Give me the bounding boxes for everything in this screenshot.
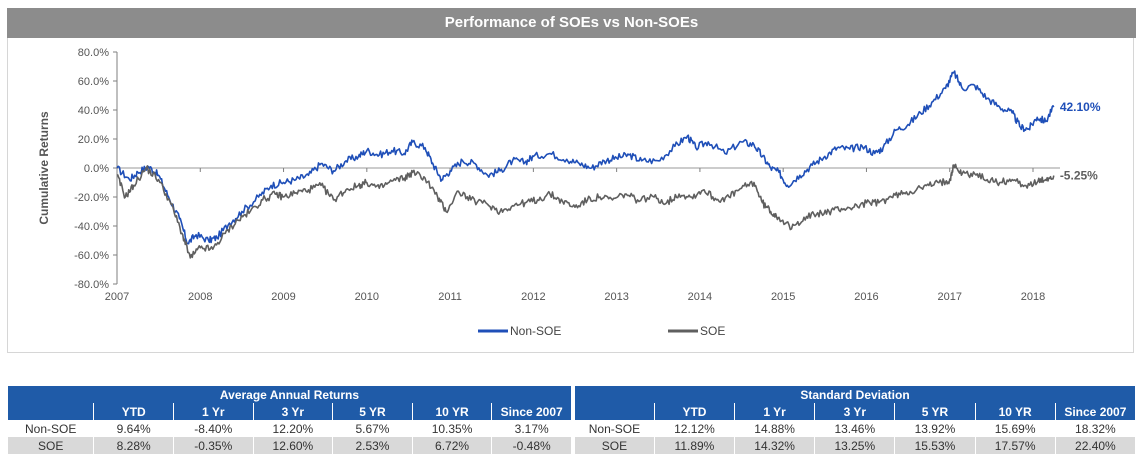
col-ytd: YTD [93, 403, 174, 420]
table-cell: 12.20% [252, 420, 334, 437]
col-10yr: 10 YR [974, 403, 1056, 420]
x-tick-label: 2018 [1021, 291, 1045, 303]
row-label: SOE [574, 437, 655, 454]
table-cell: 13.46% [814, 420, 896, 437]
x-tick-label: 2013 [604, 291, 628, 303]
table-cell: -0.35% [172, 437, 254, 454]
col-3yr: 3 Yr [252, 403, 334, 420]
y-tick-label: 0.0% [84, 163, 109, 175]
row-label-header [6, 403, 95, 420]
line-chart: 80.0% 60.0% 40.0% 20.0% 0.0% -20.0% -40.0% -60.… [37, 47, 1101, 338]
table-cell: 17.57% [974, 437, 1056, 454]
x-tick-label: 2016 [854, 291, 878, 303]
x-tick-label: 2009 [271, 291, 295, 303]
x-tick-label: 2011 [438, 291, 462, 303]
x-tick-label: 2015 [771, 291, 795, 303]
standard-deviation-table: Standard Deviation YTD 1 Yr 3 Yr 5 YR 10… [574, 386, 1137, 454]
col-1yr: 1 Yr [172, 403, 254, 420]
legend-label: SOE [700, 324, 725, 338]
col-1yr: 1 Yr [734, 403, 816, 420]
chart-title: Performance of SOEs vs Non-SOEs [7, 8, 1136, 38]
x-tick-label: 2014 [688, 291, 712, 303]
table-cell: 9.64% [93, 420, 174, 437]
end-label-non-soe: 42.10% [1060, 100, 1101, 114]
table-cell: 6.72% [411, 437, 493, 454]
x-tick-label: 2017 [937, 291, 961, 303]
table-cell: 14.32% [734, 437, 816, 454]
table-cell: 2.53% [332, 437, 413, 454]
table-cell: 12.60% [252, 437, 334, 454]
y-tick-label: -80.0% [74, 279, 109, 291]
table-cell: 22.40% [1054, 437, 1137, 454]
row-label-header [574, 403, 655, 420]
table-cell: 10.35% [411, 420, 493, 437]
y-tick-label: 20.0% [78, 134, 109, 146]
col-5yr: 5 YR [894, 403, 976, 420]
end-label-soe: -5.25% [1060, 169, 1098, 183]
table-cell: 15.53% [894, 437, 976, 454]
y-tick-label: -60.0% [74, 250, 109, 262]
std-group-header: Standard Deviation [574, 386, 1136, 403]
row-label: SOE [6, 437, 95, 454]
table-cell: 3.17% [491, 420, 572, 437]
y-tick-label: 40.0% [78, 105, 109, 117]
chart-frame: 80.0% 60.0% 40.0% 20.0% 0.0% -20.0% -40.0% -60.… [7, 38, 1134, 353]
table-row: Non-SOE 12.12% 14.88% 13.46% 13.92% 15.6… [574, 420, 1137, 437]
y-tick-label: 60.0% [78, 76, 109, 88]
col-3yr: 3 Yr [814, 403, 896, 420]
y-axis-title: Cumulative Returns [37, 111, 51, 225]
y-tick-label: 80.0% [78, 47, 109, 59]
col-10yr: 10 YR [411, 403, 493, 420]
table-cell: 13.25% [814, 437, 896, 454]
x-tick-label: 2007 [105, 291, 129, 303]
y-tick-label: -40.0% [74, 221, 109, 233]
y-tick-label: -20.0% [74, 192, 109, 204]
col-since-2007: Since 2007 [491, 403, 572, 420]
col-since-2007: Since 2007 [1054, 403, 1137, 420]
series-line-non-soe [116, 70, 1055, 245]
table-cell: 5.67% [332, 420, 413, 437]
x-tick-label: 2012 [521, 291, 545, 303]
table-cell: 12.12% [653, 420, 736, 437]
col-ytd: YTD [653, 403, 736, 420]
table-cell: -0.48% [491, 437, 572, 454]
table-cell: 11.89% [653, 437, 736, 454]
average-annual-returns-table: Average Annual Returns YTD 1 Yr 3 Yr 5 Y… [6, 386, 572, 454]
table-row: Non-SOE 9.64% -8.40% 12.20% 5.67% 10.35%… [6, 420, 572, 437]
x-tick-label: 2008 [188, 291, 212, 303]
row-label: Non-SOE [574, 420, 655, 437]
table-row: SOE 8.28% -0.35% 12.60% 2.53% 6.72% -0.4… [6, 437, 572, 454]
x-tick-label: 2010 [355, 291, 379, 303]
table-cell: 15.69% [974, 420, 1056, 437]
row-label: Non-SOE [6, 420, 95, 437]
table-cell: 14.88% [734, 420, 816, 437]
col-5yr: 5 YR [332, 403, 413, 420]
table-cell: 8.28% [93, 437, 174, 454]
table-cell: -8.40% [172, 420, 254, 437]
table-cell: 13.92% [894, 420, 976, 437]
returns-group-header: Average Annual Returns [7, 386, 572, 403]
series-line-soe [116, 163, 1055, 259]
table-row: SOE 11.89% 14.32% 13.25% 15.53% 17.57% 2… [574, 437, 1137, 454]
table-cell: 18.32% [1054, 420, 1137, 437]
legend-label: Non-SOE [510, 324, 561, 338]
